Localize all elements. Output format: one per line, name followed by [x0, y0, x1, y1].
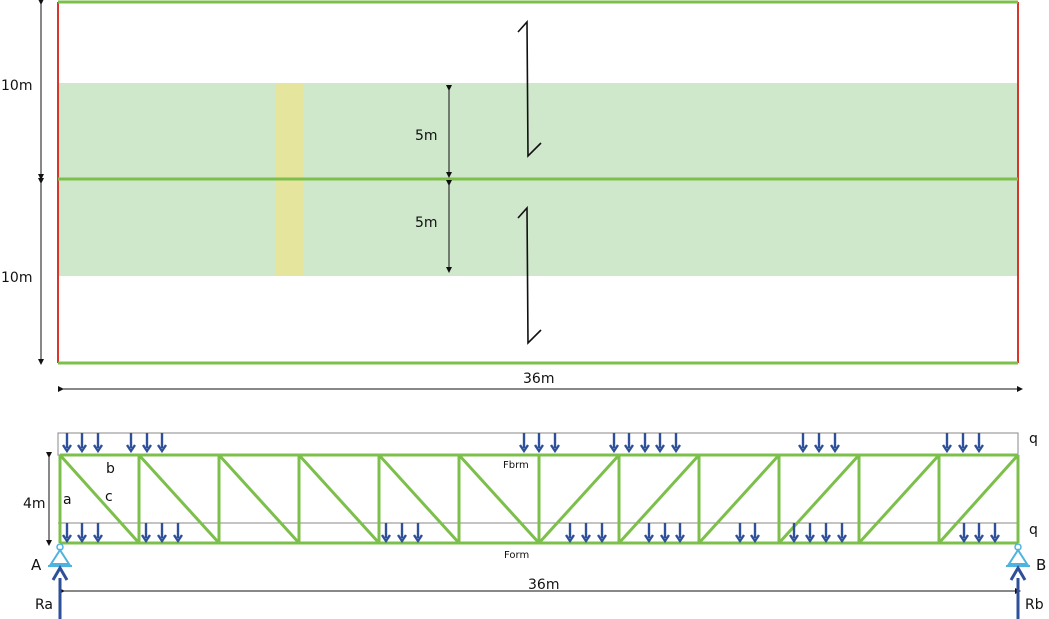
diagonal-member [217, 453, 301, 545]
dim-label-lower-inner: 5m [415, 215, 438, 231]
load-arrow [534, 433, 544, 454]
load-arrow [77, 433, 87, 454]
load-arrow [519, 433, 529, 454]
diagonal-member [377, 453, 461, 545]
load-arrow [173, 523, 183, 544]
load-arrow [837, 523, 847, 544]
load-arrow [381, 523, 391, 544]
diagonal-member [457, 453, 541, 545]
load-arrow [397, 523, 407, 544]
diagonal-member [937, 453, 1020, 545]
load-arrow [77, 523, 87, 544]
member-label-c: c [105, 489, 113, 505]
dim-label-upper-inner: 5m [415, 128, 438, 144]
load-arrow [550, 433, 560, 454]
load-arrow [974, 523, 984, 544]
load-arrow [974, 433, 984, 454]
load-arrow [990, 523, 1000, 544]
load-arrow [644, 523, 654, 544]
load-arrow [565, 523, 575, 544]
load-arrow [814, 433, 824, 454]
reaction-label-rb: Rb [1025, 597, 1044, 613]
load-arrow [750, 523, 760, 544]
load-arrow [958, 433, 968, 454]
load-arrow [581, 523, 591, 544]
diagonal-member [617, 453, 701, 545]
span-label: 36m [528, 577, 559, 593]
load-arrow [671, 433, 681, 454]
support-a-icon [48, 543, 72, 567]
force-label-top: Fbrm [503, 460, 529, 471]
diagonal-member [537, 453, 621, 545]
load-arrow [597, 523, 607, 544]
load-arrow [62, 523, 72, 544]
load-arrow [157, 523, 167, 544]
load-arrow [142, 433, 152, 454]
diagonal-member [697, 453, 781, 545]
load-arrow [655, 433, 665, 454]
diagonal-member [58, 453, 141, 545]
load-arrows [62, 433, 1000, 544]
load-arrow [735, 523, 745, 544]
load-arrow [141, 523, 151, 544]
reaction-label-ra: Ra [35, 597, 53, 613]
load-arrow [789, 523, 799, 544]
load-arrow [959, 523, 969, 544]
load-arrow [126, 433, 136, 454]
load-arrow [62, 433, 72, 454]
load-arrow [830, 433, 840, 454]
support-label-a: A [31, 556, 42, 574]
diagonal-member [777, 453, 861, 545]
break-symbol-lower [517, 205, 542, 345]
member-label-b: b [106, 461, 115, 477]
load-arrow [93, 523, 103, 544]
load-label-top: q [1029, 431, 1038, 447]
diagonal-member [137, 453, 221, 545]
dim-label-bottom: 10m [1, 270, 32, 286]
load-arrow [675, 523, 685, 544]
truss-members [58, 453, 1020, 545]
dim-label-top: 10m [1, 78, 32, 94]
support-b-icon [1006, 543, 1030, 567]
load-arrow [640, 433, 650, 454]
load-arrow [805, 523, 815, 544]
support-label-b: B [1036, 556, 1046, 574]
load-label-bottom: q [1029, 522, 1038, 538]
diagonal-member [297, 453, 381, 545]
load-arrow [798, 433, 808, 454]
load-arrow [660, 523, 670, 544]
diagonal-member [857, 453, 941, 545]
force-label-bottom: Form [504, 550, 529, 561]
member-label-a: a [63, 492, 72, 508]
dim-label-width: 36m [523, 371, 554, 387]
reaction-rb-arrow [1009, 565, 1027, 619]
reaction-ra-arrow [51, 565, 69, 619]
plan-view: 10m 10m 5m 5m 36m [1, 0, 1023, 392]
load-arrow [157, 433, 167, 454]
load-arrow [942, 433, 952, 454]
load-arrow [821, 523, 831, 544]
load-arrow [609, 433, 619, 454]
load-arrow [624, 433, 634, 454]
height-label: 4m [23, 496, 46, 512]
truss-elevation: 4m 36m a b c Fbrm Form q q A B Ra Rb [23, 431, 1046, 619]
load-arrow [93, 433, 103, 454]
break-symbol-upper [517, 19, 542, 158]
load-arrow [413, 523, 423, 544]
